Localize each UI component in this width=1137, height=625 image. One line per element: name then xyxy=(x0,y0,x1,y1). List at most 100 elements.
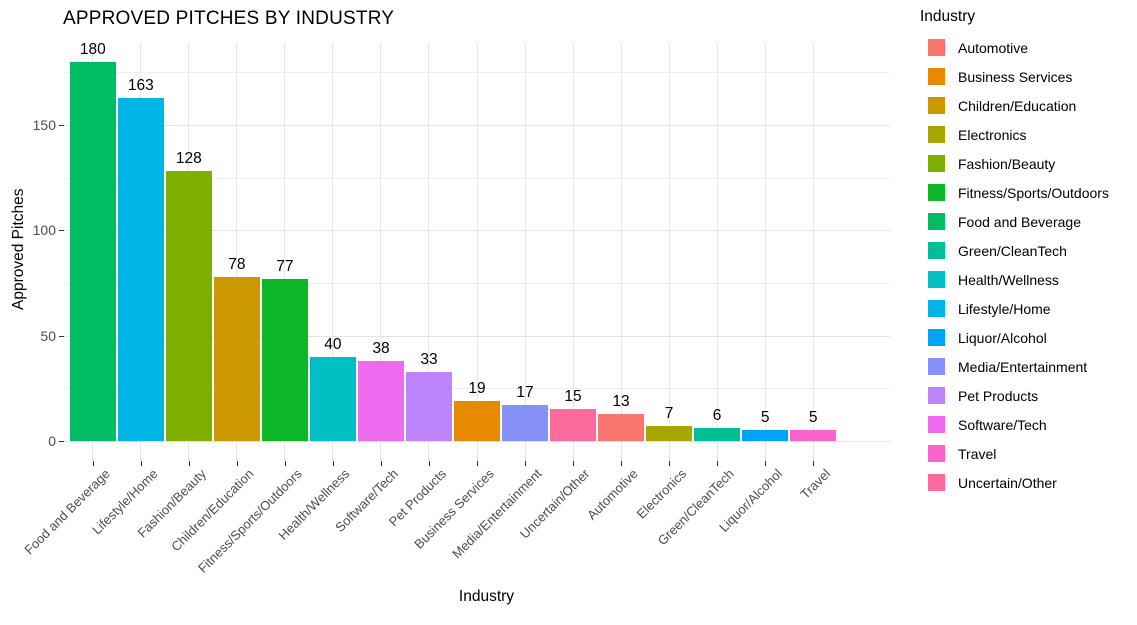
gridline-category xyxy=(572,43,574,461)
legend-item: Pet Products xyxy=(918,381,1137,410)
x-tick-mark xyxy=(236,461,238,466)
gridline-category xyxy=(236,43,238,461)
x-tick-mark xyxy=(332,461,334,466)
legend-items: Automotive Business Services Children/Educ… xyxy=(918,33,1137,497)
legend-item-label: Media/Entertainment xyxy=(958,358,1088,375)
legend-swatch-electronics xyxy=(928,126,945,143)
legend-swatch-automotive xyxy=(928,39,945,56)
legend-item: Automotive xyxy=(918,33,1137,62)
legend-item-label: Pet Products xyxy=(958,387,1039,404)
bar-value-label: 38 xyxy=(372,339,390,357)
x-tick-label: Children/Education xyxy=(168,466,257,555)
legend-item-label: Fitness/Sports/Outdoors xyxy=(958,184,1109,201)
legend-item: Health/Wellness xyxy=(918,265,1137,294)
x-tick-mark xyxy=(765,461,767,466)
legend-item: Children/Education xyxy=(918,91,1137,120)
legend-item: Business Services xyxy=(918,62,1137,91)
legend-item-label: Travel xyxy=(958,445,997,462)
legend-swatch-business-services xyxy=(928,68,945,85)
x-tick-mark xyxy=(621,461,623,466)
x-tick-label: Automotive xyxy=(584,466,641,523)
bar-fashion-beauty xyxy=(165,171,212,441)
x-tick-mark xyxy=(380,461,382,466)
gridline-category xyxy=(764,43,766,461)
x-tick-label: Travel xyxy=(796,466,833,502)
x-tick-mark xyxy=(140,461,142,466)
legend-title: Industry xyxy=(920,8,976,25)
x-tick-mark xyxy=(573,461,575,466)
bar-automotive xyxy=(598,413,645,441)
chart-title: APPROVED PITCHES BY INDUSTRY xyxy=(63,8,395,29)
bar-health-wellness xyxy=(309,356,356,441)
bar-lifestyle-home xyxy=(117,97,164,441)
legend-swatch-uncertain-other xyxy=(928,474,945,491)
legend-item: Software/Tech xyxy=(918,410,1137,439)
bar-value-label: 15 xyxy=(564,388,582,406)
y-tick-mark xyxy=(59,441,64,442)
legend-item: Green/CleanTech xyxy=(918,236,1137,265)
legend-item: Fitness/Sports/Outdoors xyxy=(918,178,1137,207)
legend-item-label: Electronics xyxy=(958,126,1027,143)
legend-item: Uncertain/Other xyxy=(918,468,1137,497)
legend-item-label: Automotive xyxy=(958,39,1029,56)
bar-travel xyxy=(790,430,837,441)
x-tick-mark xyxy=(92,461,94,466)
gridline-category xyxy=(476,43,478,461)
y-tick-label: 100 xyxy=(32,222,56,239)
legend-item-label: Health/Wellness xyxy=(958,271,1059,288)
gridline-category xyxy=(812,43,814,461)
bar-media-entertainment xyxy=(502,405,549,441)
legend-swatch-pet-products xyxy=(928,387,945,404)
gridline-category xyxy=(620,43,622,461)
legend-swatch-media-entertainment xyxy=(928,358,945,375)
x-tick-mark xyxy=(717,461,719,466)
bar-value-label: 19 xyxy=(468,379,486,397)
legend-swatch-lifestyle-home xyxy=(928,300,945,317)
bar-pet-products xyxy=(405,371,452,441)
legend-swatch-green-cleantech xyxy=(928,242,945,259)
legend-item-label: Fashion/Beauty xyxy=(958,155,1056,172)
legend-swatch-software-tech xyxy=(928,416,945,433)
legend-item-label: Software/Tech xyxy=(958,416,1047,433)
bar-business-services xyxy=(454,400,500,441)
x-tick-label: Food and Beverage xyxy=(21,466,113,558)
legend-item-label: Children/Education xyxy=(958,97,1077,114)
legend-item-label: Uncertain/Other xyxy=(958,474,1057,491)
x-tick-label: Media/Entertainment xyxy=(449,466,545,562)
legend-item: Travel xyxy=(918,439,1137,468)
x-tick-mark xyxy=(284,461,286,466)
x-tick-mark xyxy=(188,461,190,466)
y-axis-title: Approved Pitches xyxy=(10,188,27,311)
legend-swatch-travel xyxy=(928,445,945,462)
bar-electronics xyxy=(646,426,693,441)
bar-value-label: 6 xyxy=(712,407,722,425)
legend-item: Liquor/Alcohol xyxy=(918,323,1137,352)
bar-value-label: 5 xyxy=(808,409,818,427)
legend-swatch-fashion-beauty xyxy=(928,155,945,172)
bar-value-label: 13 xyxy=(612,392,630,410)
legend: Industry Automotive Business Services Chil… xyxy=(918,6,1137,497)
bar-value-label: 7 xyxy=(664,405,674,423)
legend-item: Food and Beverage xyxy=(918,207,1137,236)
y-tick-mark xyxy=(59,230,64,232)
legend-item-label: Green/CleanTech xyxy=(958,242,1067,259)
legend-swatch-children-education xyxy=(928,97,945,114)
plot-panel: 180 163 128 78 77 40 38 33 19 17 15 13 7 6 5 5 xyxy=(64,41,890,461)
bar-uncertain-other xyxy=(550,409,597,441)
legend-swatch-food-and-beverage xyxy=(928,213,945,230)
legend-item-label: Liquor/Alcohol xyxy=(958,329,1047,346)
y-tick-label: 50 xyxy=(40,327,56,344)
bar-value-label: 5 xyxy=(760,409,770,427)
bar-software-tech xyxy=(357,360,404,441)
gridline-category xyxy=(668,43,670,461)
x-tick-mark xyxy=(428,461,430,466)
legend-swatch-health-wellness xyxy=(928,271,945,288)
gridline-category xyxy=(716,43,718,461)
bar-value-label: 78 xyxy=(228,255,246,273)
gridline-category xyxy=(428,43,430,461)
bar-food-and-beverage xyxy=(69,61,116,441)
x-tick-mark xyxy=(525,461,527,466)
bar-value-label: 40 xyxy=(324,335,342,353)
legend-swatch-liquor-alcohol xyxy=(928,329,945,346)
